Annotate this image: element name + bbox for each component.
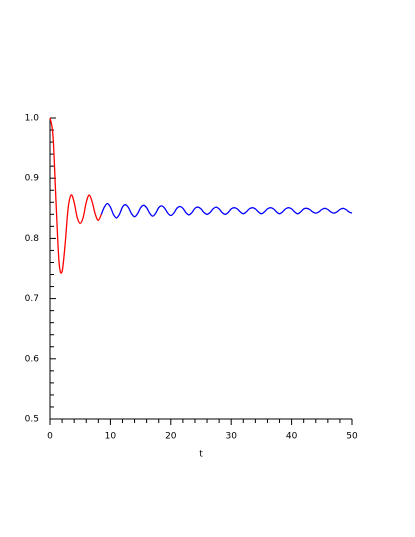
x-tick-label: 30: [225, 432, 237, 442]
x-tick-label: 20: [165, 432, 177, 442]
y-tick-label: 1.0: [25, 114, 40, 124]
x-tick-label: 50: [346, 432, 358, 442]
line-series: [100, 202, 353, 219]
line-series: [49, 117, 102, 274]
x-tick-label: 10: [105, 432, 117, 442]
y-tick-label: 0.5: [25, 415, 39, 425]
x-tick-label: 0: [47, 432, 53, 442]
y-tick-label: 0.8: [25, 234, 40, 244]
x-tick-label: 40: [286, 432, 298, 442]
y-tick-label: 0.9: [25, 174, 40, 184]
x-axis-label: t: [199, 450, 203, 460]
y-tick-label: 0.7: [25, 294, 39, 304]
y-tick-label: 0.6: [25, 354, 40, 364]
